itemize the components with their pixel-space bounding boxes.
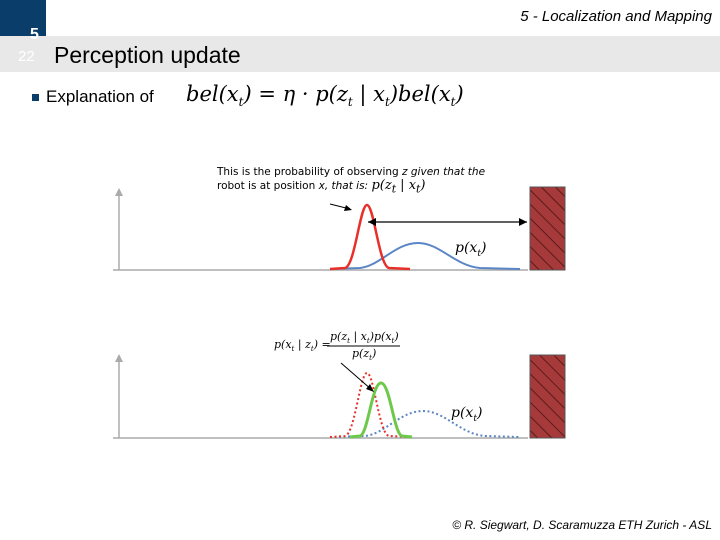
label-part: ) [480,240,487,256]
note-math: p(zt | xt) [371,178,426,196]
label-sub: t [477,248,481,259]
formula-sub: t [385,95,390,110]
bottom-wall [529,354,566,439]
formula-rhs-post: )bel(x [389,82,451,106]
posterior-pointer-arrow-head-icon [366,384,374,392]
formula-sub: t [450,95,456,110]
formula-end: ) [455,82,464,106]
label-part: ) [371,347,377,360]
note-math-part: p(z [371,178,392,193]
top-plot [113,186,566,271]
bottom-likelihood-curve [329,371,411,438]
label-sub: t [291,345,295,354]
posterior-pointer-arrow [340,362,373,391]
label-part: p(z [330,330,348,343]
bottom-y-axis-arrow-icon [115,354,123,362]
note-pointer-arrow-head-icon [344,205,352,211]
bayes-numerator: p(zt | xt)p(xt) [330,330,399,345]
title-band [0,36,720,72]
copyright-footer: © R. Siegwart, D. Scaramuzza ETH Zurich … [452,518,712,532]
formula-lhs: bel(x [186,82,239,106]
label-part: ) = [313,338,331,351]
label-part: ) [476,405,483,421]
formula-rhs-pre: ) = η · p(z [243,82,348,106]
note-math-sub: t [391,182,397,196]
note-text: x, that is: [318,180,369,192]
label-part: ) [394,330,399,343]
bayes-lhs: p(xt | zt) = [274,338,331,353]
bullet-text: Explanation of [46,87,154,106]
bullet-marker-icon [32,93,39,101]
bottom-prior-label: p(xt) [451,405,482,424]
top-y-axis-arrow-icon [115,188,123,196]
note-math-part: ) [420,178,426,193]
label-part: | z [294,338,311,351]
posterior-curve [349,381,413,439]
belief-update-formula: bel(xt) = η · p(zt | xt)bel(xt) [186,82,464,109]
label-part: p(x [274,338,292,351]
note-math-sub: t [416,182,421,196]
formula-sub: t [347,95,353,110]
formula-sub: t [238,95,244,110]
label-sub: t [310,345,314,354]
note-text: robot is at position [217,180,319,192]
label-part: p(x [451,405,474,421]
top-prior-curve [329,241,521,270]
label-sub: t [391,337,395,346]
note-text: z given that the [402,166,486,178]
label-part: p(z [352,347,370,360]
bullet-item: Explanation of [32,87,154,107]
lecture-title: 5 - Localization and Mapping [520,8,712,25]
bayes-denominator: p(zt) [352,347,376,362]
note-text: This is the probability of observing [217,166,403,178]
likelihood-note: This is the probability of observing z g… [217,165,485,197]
label-sub: t [366,337,370,346]
label-part: p(x [455,240,478,256]
label-sub: t [369,354,372,363]
label-sub: t [347,337,350,346]
formula-rhs-mid: | x [352,82,386,106]
label-part: )p(x [369,330,392,343]
label-sub: t [473,413,477,424]
top-wall [529,186,566,271]
slide-number: 22 [18,48,35,65]
bottom-prior-curve [329,409,521,438]
note-math-part: | x [396,178,417,193]
label-part: | x [349,330,367,343]
slide-title: Perception update [54,42,241,68]
distance-arrow-right-icon [519,218,527,226]
chapter-number: 5 [30,26,39,43]
top-prior-label: p(xt) [455,240,486,259]
top-likelihood-curve [329,203,411,271]
distance-arrow-left-icon [368,218,376,226]
bottom-plot [113,345,566,439]
